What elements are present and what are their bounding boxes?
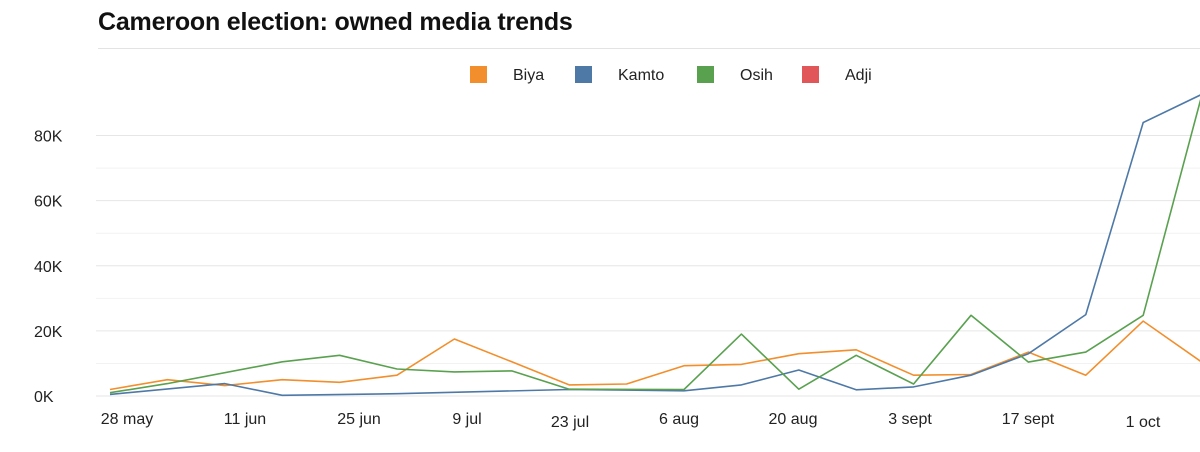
legend-label: Biya	[513, 67, 544, 84]
legend-label: Osih	[740, 67, 773, 84]
x-axis-ticks: 28 may 11 jun 25 jun 9 jul 23 jul 6 aug 20 aug…	[101, 411, 1161, 431]
series-line-biya	[109, 320, 1200, 391]
x-tick-label: 20 aug	[769, 411, 818, 428]
x-tick-label: 6 aug	[659, 411, 699, 428]
legend-label: Kamto	[618, 67, 664, 84]
title-divider	[98, 48, 1200, 49]
legend-item-kamto[interactable]: Kamto	[575, 66, 664, 84]
series-lines	[109, 94, 1200, 397]
x-tick-label: 23 jul	[551, 414, 589, 431]
legend-swatch	[697, 66, 714, 83]
series-line-osih	[109, 99, 1200, 394]
x-tick-label: 11 jun	[224, 411, 266, 428]
x-tick-label: 3 sept	[888, 411, 932, 428]
legend-item-biya[interactable]: Biya	[470, 66, 544, 84]
gridlines	[96, 135, 1200, 397]
legend-item-osih[interactable]: Osih	[697, 66, 773, 84]
x-tick-label: 9 jul	[452, 411, 481, 428]
y-axis-ticks: 0K 20K 40K 60K 80K	[34, 129, 63, 406]
y-tick-label: 40K	[34, 259, 63, 276]
y-tick-label: 0K	[34, 389, 54, 406]
x-tick-label: 1 oct	[1126, 414, 1161, 431]
legend-swatch	[470, 66, 487, 83]
y-tick-label: 20K	[34, 324, 63, 341]
chart-title: Cameroon election: owned media trends	[98, 8, 573, 36]
y-tick-label: 60K	[34, 194, 63, 211]
y-tick-label: 80K	[34, 129, 63, 146]
legend-item-adji[interactable]: Adji	[802, 66, 872, 84]
legend: Biya Kamto Osih Adji	[470, 66, 872, 84]
series-line-kamto	[109, 94, 1200, 397]
legend-label: Adji	[845, 67, 872, 84]
x-tick-label: 25 jun	[337, 411, 381, 428]
x-tick-label: 17 sept	[1002, 411, 1055, 428]
x-tick-label: 28 may	[101, 411, 153, 428]
legend-swatch	[802, 66, 819, 83]
legend-swatch	[575, 66, 592, 83]
